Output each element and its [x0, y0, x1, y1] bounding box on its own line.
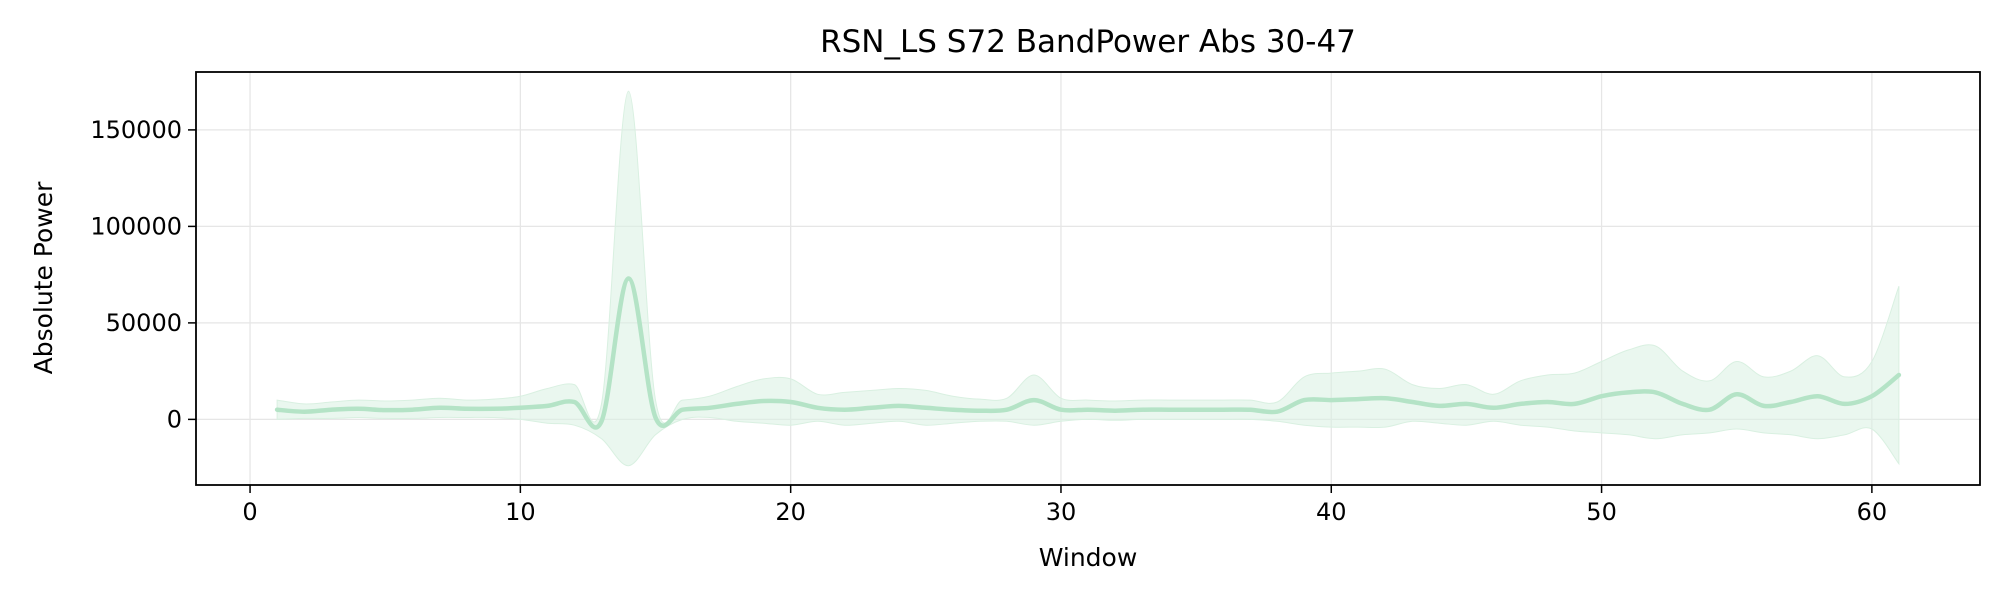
plot-frame — [195, 71, 1981, 486]
data-point — [1059, 408, 1063, 412]
data-point — [1167, 408, 1171, 412]
data-point — [654, 415, 658, 419]
data-point — [1546, 400, 1550, 404]
data-point — [1573, 402, 1577, 406]
data-point — [1140, 408, 1144, 412]
data-point — [599, 419, 603, 423]
data-point — [1816, 394, 1820, 398]
data-point — [1843, 402, 1847, 406]
data-point — [951, 408, 955, 412]
data-point — [708, 406, 712, 410]
data-point — [897, 404, 901, 408]
data-point — [1086, 408, 1090, 412]
data-point — [762, 399, 766, 403]
x-tick-label: 30 — [1046, 498, 1077, 526]
data-point — [1221, 408, 1225, 412]
data-point — [1113, 409, 1117, 413]
confidence-band — [276, 90, 1900, 467]
y-tick-label: 50000 — [106, 309, 182, 337]
data-point — [1329, 398, 1333, 402]
data-point — [816, 406, 820, 410]
data-point — [789, 400, 793, 404]
data-point — [1681, 402, 1685, 406]
data-point — [1897, 373, 1901, 377]
data-point — [1762, 404, 1766, 408]
data-point — [735, 402, 739, 406]
data-point — [302, 410, 306, 414]
data-point — [1248, 408, 1252, 412]
data-point — [681, 408, 685, 412]
data-point — [1437, 404, 1441, 408]
data-point — [1654, 390, 1658, 394]
x-tick-label: 60 — [1857, 498, 1888, 526]
data-point — [437, 406, 441, 410]
data-point — [1302, 398, 1306, 402]
data-point — [1356, 397, 1360, 401]
band-layer — [276, 90, 1900, 467]
data-point — [1870, 394, 1874, 398]
y-tick-label: 100000 — [90, 212, 182, 240]
data-point — [870, 406, 874, 410]
data-point — [1194, 408, 1198, 412]
data-point — [383, 408, 387, 412]
x-tick-label: 10 — [505, 498, 536, 526]
data-point — [1600, 394, 1604, 398]
data-point — [356, 407, 360, 411]
data-point — [1708, 408, 1712, 412]
x-tick-label: 40 — [1316, 498, 1347, 526]
data-point — [410, 408, 414, 412]
data-point — [1518, 402, 1522, 406]
x-axis-label: Window — [1039, 543, 1138, 572]
data-point — [1464, 402, 1468, 406]
data-point — [329, 408, 333, 412]
data-point — [518, 406, 522, 410]
data-point — [1789, 400, 1793, 404]
y-tick-label: 150000 — [90, 116, 182, 144]
data-point — [1032, 398, 1036, 402]
data-point — [1275, 410, 1279, 414]
data-point — [464, 407, 468, 411]
x-tick-label: 0 — [242, 498, 257, 526]
data-point — [978, 409, 982, 413]
mean-line — [274, 276, 1902, 430]
data-point — [1627, 390, 1631, 394]
data-point — [1005, 408, 1009, 412]
data-point — [626, 277, 630, 281]
data-point — [275, 408, 279, 412]
line-layer — [274, 276, 1902, 430]
x-tick-label: 50 — [1586, 498, 1617, 526]
y-axis-label: Absolute Power — [29, 181, 58, 375]
data-point — [1410, 400, 1414, 404]
data-point — [843, 408, 847, 412]
data-point — [545, 404, 549, 408]
x-tick-label: 20 — [775, 498, 806, 526]
chart-title: RSN_LS S72 BandPower Abs 30-47 — [820, 24, 1356, 60]
data-point — [1383, 396, 1387, 400]
data-point — [924, 406, 928, 410]
data-point — [1491, 406, 1495, 410]
tick-layer: 0 10 20 30 40 50 60 0 50000 100000 150000 — [90, 116, 1887, 526]
data-point — [491, 407, 495, 411]
data-point — [1735, 392, 1739, 396]
data-point — [572, 400, 576, 404]
grid-layer — [196, 72, 1980, 485]
y-tick-label: 0 — [167, 405, 182, 433]
